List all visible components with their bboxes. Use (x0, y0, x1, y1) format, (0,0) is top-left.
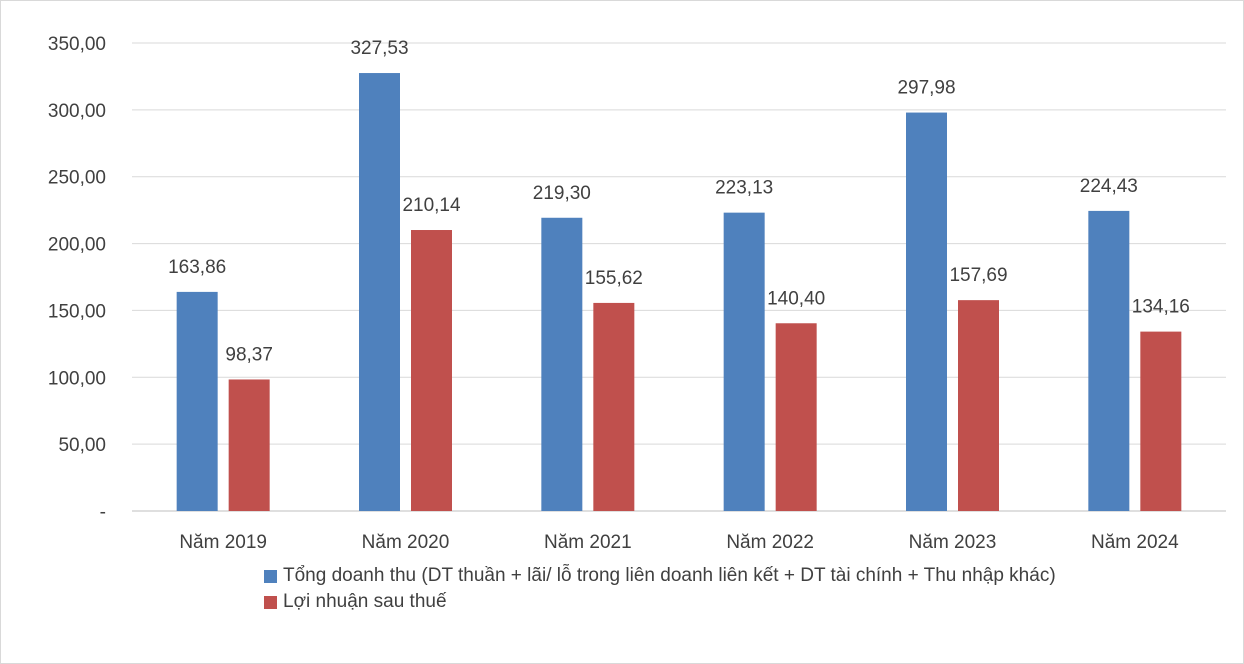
data-label-revenue: 223,13 (715, 178, 773, 199)
legend-swatch-profit (264, 596, 277, 609)
bar-revenue (906, 112, 947, 512)
legend: Tổng doanh thu (DT thuần + lãi/ lỗ trong… (264, 564, 1064, 616)
data-label-revenue: 297,98 (897, 78, 955, 99)
data-label-profit: 140,40 (767, 288, 825, 309)
y-tick-label: 250,00 (48, 168, 106, 189)
data-label-revenue: 224,43 (1080, 176, 1138, 197)
bar-profit (411, 230, 452, 511)
bar-revenue (1088, 210, 1130, 511)
x-tick-label: Năm 2023 (909, 532, 997, 553)
bar-revenue (723, 212, 765, 511)
data-label-profit: 210,14 (402, 195, 461, 216)
y-tick-label: 300,00 (48, 101, 106, 122)
bar-profit (593, 302, 635, 511)
bar-revenue (176, 291, 218, 511)
legend-label-revenue: Tổng doanh thu (DT thuần + lãi/ lỗ trong… (283, 565, 1056, 586)
data-label-profit: 134,16 (1132, 297, 1190, 318)
x-tick-label: Năm 2021 (544, 532, 632, 553)
data-label-profit: 157,69 (949, 265, 1007, 286)
bar-profit (1140, 331, 1182, 511)
y-tick-label: 100,00 (48, 368, 106, 389)
legend-swatch-revenue (264, 570, 277, 583)
legend-label-profit: Lợi nhuận sau thuế (283, 591, 447, 612)
legend-item-profit: Lợi nhuận sau thuế (264, 590, 1064, 614)
y-tick-label: - (100, 502, 106, 523)
data-label-profit: 155,62 (585, 268, 643, 289)
bar-revenue (359, 73, 400, 512)
x-tick-label: Năm 2020 (362, 532, 450, 553)
y-tick-label: 50,00 (58, 435, 106, 456)
bar-revenue (541, 217, 583, 511)
data-label-revenue: 219,30 (533, 183, 591, 204)
y-tick-label: 150,00 (48, 301, 106, 322)
y-tick-label: 350,00 (48, 34, 106, 55)
data-label-profit: 98,37 (225, 344, 273, 365)
x-tick-label: Năm 2022 (726, 532, 814, 553)
x-tick-label: Năm 2024 (1091, 532, 1179, 553)
legend-item-revenue: Tổng doanh thu (DT thuần + lãi/ lỗ trong… (264, 564, 1064, 588)
bar-profit (775, 323, 817, 511)
data-label-revenue: 163,86 (168, 257, 226, 278)
data-label-revenue: 327,53 (350, 38, 408, 59)
y-tick-label: 200,00 (48, 235, 106, 256)
bar-profit (228, 379, 270, 511)
bar-profit (958, 300, 999, 511)
x-tick-label: Năm 2019 (179, 532, 267, 553)
